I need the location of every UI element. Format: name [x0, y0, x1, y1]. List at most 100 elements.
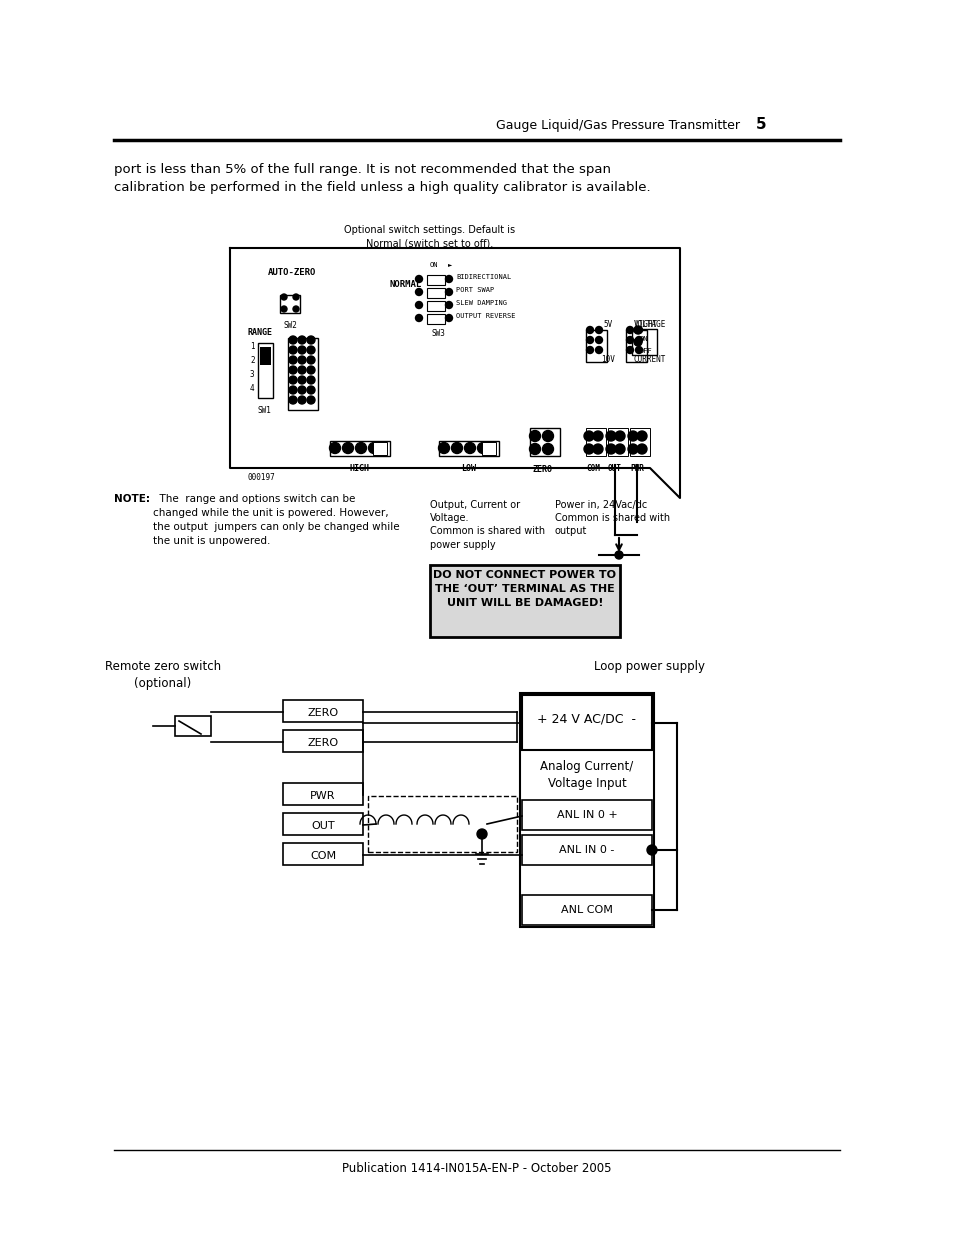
Text: ANL COM: ANL COM	[560, 905, 612, 915]
Bar	[521, 800, 651, 830]
Circle shape	[416, 315, 422, 321]
Bar	[530, 429, 559, 456]
Circle shape	[281, 306, 287, 312]
Circle shape	[605, 445, 616, 454]
Circle shape	[289, 387, 296, 394]
Bar	[427, 288, 444, 298]
Text: COM: COM	[310, 851, 335, 861]
Circle shape	[593, 445, 602, 454]
Circle shape	[297, 375, 306, 384]
Circle shape	[583, 445, 594, 454]
Circle shape	[445, 315, 452, 321]
Circle shape	[289, 366, 296, 374]
Circle shape	[529, 443, 540, 454]
Bar	[631, 329, 657, 354]
Text: Analog Current/
Voltage Input: Analog Current/ Voltage Input	[539, 760, 633, 790]
Circle shape	[445, 275, 452, 283]
Circle shape	[289, 346, 296, 354]
Circle shape	[627, 431, 638, 441]
Bar	[585, 429, 605, 456]
Text: DO NOT CONNECT POWER TO
THE ‘OUT’ TERMINAL AS THE
UNIT WILL BE DAMAGED!: DO NOT CONNECT POWER TO THE ‘OUT’ TERMIN…	[433, 571, 616, 608]
Circle shape	[634, 326, 641, 333]
Circle shape	[593, 431, 602, 441]
Bar	[283, 813, 363, 835]
Text: OFF: OFF	[639, 348, 652, 354]
Circle shape	[626, 326, 633, 333]
Bar	[330, 441, 390, 456]
Text: 000197: 000197	[248, 473, 275, 482]
Bar	[481, 442, 496, 454]
Circle shape	[307, 346, 314, 354]
Text: Loop power supply: Loop power supply	[594, 659, 705, 673]
Text: NOTE:: NOTE:	[113, 494, 150, 504]
Circle shape	[307, 396, 314, 404]
Text: SW2: SW2	[283, 321, 296, 330]
Circle shape	[634, 338, 641, 346]
Circle shape	[635, 347, 641, 353]
Circle shape	[637, 431, 646, 441]
Bar	[288, 338, 317, 410]
Text: BIDIRECTIONAL: BIDIRECTIONAL	[456, 274, 511, 280]
Circle shape	[542, 431, 553, 441]
Bar	[607, 429, 627, 456]
Circle shape	[438, 442, 449, 453]
Text: RANGE: RANGE	[248, 329, 273, 337]
Text: ZERO: ZERO	[307, 708, 338, 718]
Circle shape	[605, 431, 616, 441]
Circle shape	[281, 294, 287, 300]
Circle shape	[297, 387, 306, 394]
Text: OUT: OUT	[311, 821, 335, 831]
Circle shape	[646, 845, 657, 855]
Text: Remote zero switch
(optional): Remote zero switch (optional)	[105, 659, 221, 690]
Bar	[283, 844, 363, 864]
Text: LOW: LOW	[461, 464, 476, 473]
Circle shape	[529, 431, 540, 441]
Text: COM: COM	[585, 464, 599, 473]
Circle shape	[329, 442, 340, 453]
Bar	[427, 314, 444, 324]
Circle shape	[293, 294, 298, 300]
Text: Power in, 24Vac/dc
Common is shared with
output: Power in, 24Vac/dc Common is shared with…	[555, 500, 669, 536]
Circle shape	[297, 346, 306, 354]
Circle shape	[615, 551, 622, 559]
Circle shape	[635, 336, 641, 343]
Circle shape	[542, 443, 553, 454]
Circle shape	[586, 336, 593, 343]
Text: 1: 1	[250, 342, 254, 351]
Text: PWR: PWR	[629, 464, 643, 473]
Text: 2: 2	[250, 356, 254, 366]
Text: + 24 V AC/DC  -: + 24 V AC/DC -	[537, 713, 636, 726]
Text: The  range and options switch can be
changed while the unit is powered. However,: The range and options switch can be chan…	[152, 494, 399, 546]
Text: 4: 4	[250, 384, 254, 393]
Text: PWR: PWR	[310, 790, 335, 802]
Circle shape	[445, 301, 452, 309]
Circle shape	[368, 442, 379, 453]
Bar	[373, 442, 387, 454]
Text: ANL IN 0 +: ANL IN 0 +	[556, 810, 617, 820]
Text: ANL IN 0 -: ANL IN 0 -	[558, 845, 614, 855]
Text: ZERO: ZERO	[307, 739, 338, 748]
Text: 3: 3	[250, 370, 254, 379]
Circle shape	[626, 336, 633, 343]
Bar	[427, 275, 444, 285]
Circle shape	[595, 336, 602, 343]
Circle shape	[297, 366, 306, 374]
Text: ►: ►	[448, 262, 452, 267]
Circle shape	[477, 442, 488, 453]
Circle shape	[289, 375, 296, 384]
Circle shape	[297, 356, 306, 364]
Bar	[283, 783, 363, 805]
Text: 5: 5	[755, 117, 766, 132]
Text: 10V: 10V	[600, 354, 615, 364]
Circle shape	[476, 829, 486, 839]
Circle shape	[626, 347, 633, 353]
Bar	[629, 429, 649, 456]
Text: CURRENT: CURRENT	[634, 354, 666, 364]
Text: port is less than 5% of the full range. It is not recommended that the span
cali: port is less than 5% of the full range. …	[113, 163, 650, 194]
Text: VOLTAGE: VOLTAGE	[634, 320, 666, 329]
Text: SW3: SW3	[432, 329, 445, 338]
Bar	[430, 564, 619, 637]
Circle shape	[615, 445, 624, 454]
Circle shape	[297, 336, 306, 345]
Bar	[283, 700, 363, 722]
